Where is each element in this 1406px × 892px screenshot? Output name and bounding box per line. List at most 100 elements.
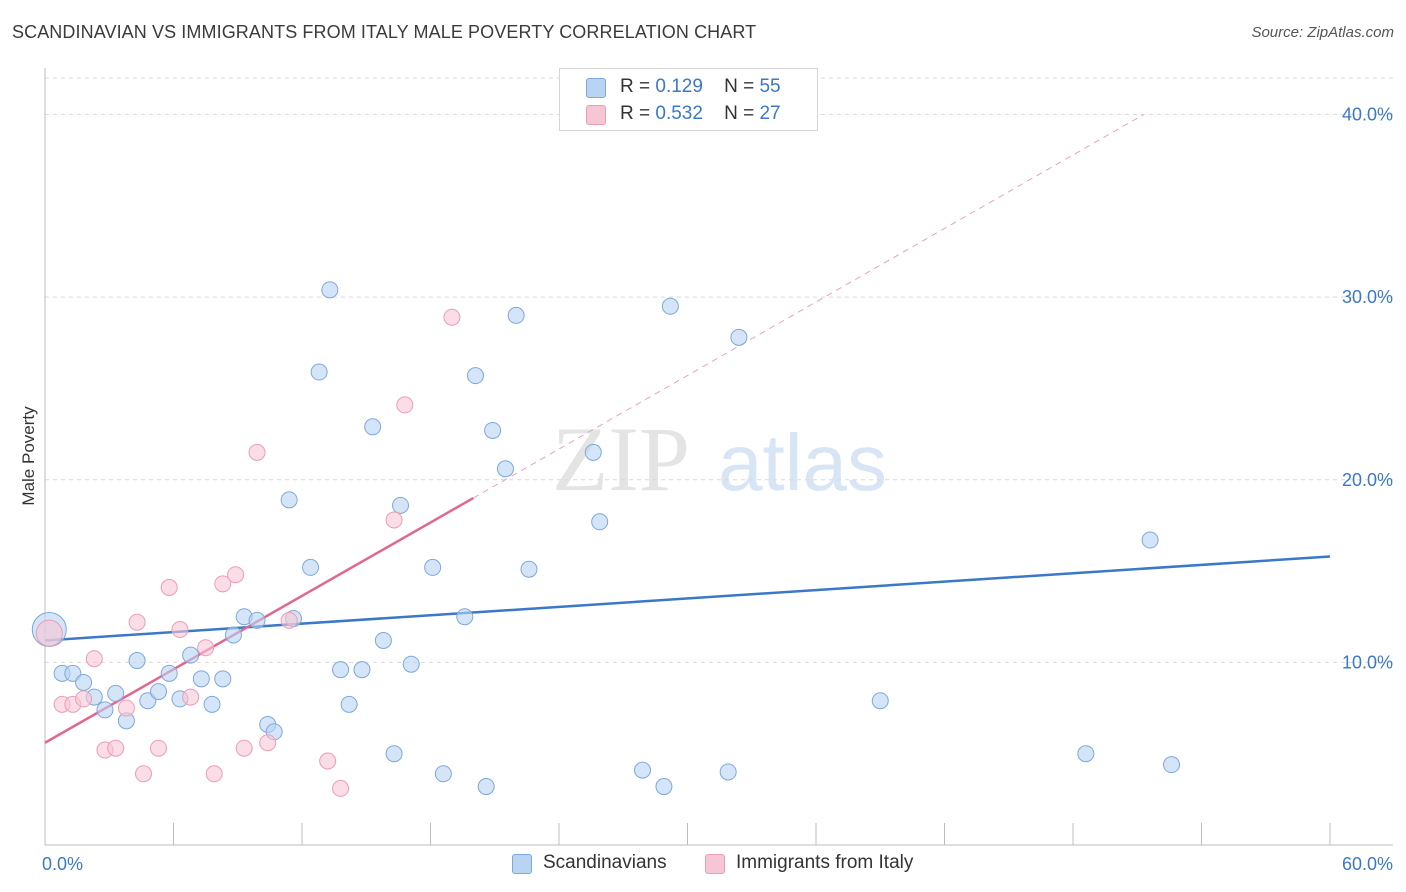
legend-r-value: 0.129	[655, 76, 703, 97]
point-scandinavians	[402, 655, 420, 673]
point-italy	[171, 621, 189, 639]
point-scandinavians	[392, 496, 410, 514]
point-italy	[385, 511, 403, 529]
chart-title: SCANDINAVIAN VS IMMIGRANTS FROM ITALY MA…	[12, 22, 757, 42]
point-italy	[214, 575, 232, 593]
bottom-legend-label: Scandinavians	[543, 852, 667, 873]
point-italy	[235, 739, 253, 757]
point-italy	[128, 613, 146, 631]
point-scandinavians	[353, 661, 371, 679]
point-scandinavians	[332, 661, 350, 679]
point-scandinavians	[182, 646, 200, 664]
y-tick-label: 20.0%	[1342, 470, 1393, 490]
legend-r-label: R =	[620, 103, 651, 124]
point-scandinavians	[310, 363, 328, 381]
point-italy	[197, 639, 215, 657]
point-scandinavians	[477, 778, 495, 796]
legend-n-label: N =	[724, 76, 755, 97]
point-scandinavians	[214, 670, 232, 688]
bottom-legend-label: Immigrants from Italy	[736, 852, 914, 873]
point-scandinavians	[466, 367, 484, 385]
point-scandinavians	[719, 763, 737, 781]
point-italy	[443, 308, 461, 326]
point-scandinavians	[302, 558, 320, 576]
correlation-legend: R = 0.129 N = 55 R = 0.532 N = 27	[559, 68, 818, 131]
point-italy	[205, 765, 223, 783]
point-italy	[227, 566, 245, 584]
point-scandinavians	[150, 683, 168, 701]
watermark-zip: ZIP	[552, 408, 690, 510]
point-scandinavians	[496, 460, 514, 478]
point-scandinavians	[224, 626, 242, 644]
legend-n-value: 55	[759, 76, 781, 97]
point-scandinavians	[321, 281, 339, 299]
point-scandinavians	[730, 328, 748, 346]
y-tick-label: 10.0%	[1342, 652, 1393, 672]
point-scandinavians	[1163, 756, 1181, 774]
point-scandinavians	[484, 421, 502, 439]
gridlines	[45, 77, 1393, 663]
point-scandinavians	[1077, 745, 1095, 763]
point-scandinavians	[385, 745, 403, 763]
point-scandinavians	[661, 297, 679, 315]
point-italy	[107, 739, 125, 757]
point-italy	[396, 396, 414, 414]
trend-line-italy-extrapolated	[473, 114, 1144, 499]
point-scandinavians	[591, 513, 609, 531]
watermark: ZIP atlas	[552, 408, 887, 510]
x-tick-label-min: 0.0%	[42, 854, 83, 874]
point-scandinavians	[192, 670, 210, 688]
data-points	[31, 281, 1181, 797]
point-scandinavians	[871, 692, 889, 710]
point-italy	[332, 779, 350, 797]
point-italy	[35, 619, 63, 647]
y-tick-label: 40.0%	[1342, 105, 1393, 125]
point-italy	[280, 611, 298, 629]
point-scandinavians	[203, 695, 221, 713]
legend-swatch-pink	[586, 105, 606, 125]
point-scandinavians	[364, 418, 382, 436]
point-scandinavians	[434, 765, 452, 783]
point-scandinavians	[96, 701, 114, 719]
legend-swatch-blue	[586, 78, 606, 98]
point-scandinavians	[160, 664, 178, 682]
point-italy	[259, 734, 277, 752]
point-scandinavians	[248, 611, 266, 629]
bottom-legend-swatch-blue	[512, 854, 532, 874]
point-scandinavians	[456, 608, 474, 626]
point-scandinavians	[280, 491, 298, 509]
point-italy	[150, 739, 168, 757]
axes	[44, 68, 1393, 846]
point-scandinavians	[584, 443, 602, 461]
watermark-atlas: atlas	[718, 418, 887, 507]
point-scandinavians	[1141, 531, 1159, 549]
legend-r-value: 0.532	[655, 103, 703, 124]
point-scandinavians	[374, 631, 392, 649]
bottom-legend-swatch-pink	[705, 854, 725, 874]
point-italy	[248, 443, 266, 461]
point-italy	[319, 752, 337, 770]
point-italy	[117, 699, 135, 717]
point-scandinavians	[340, 695, 358, 713]
point-scandinavians	[128, 652, 146, 670]
legend-n-label: N =	[724, 103, 755, 124]
source-credit: Source: ZipAtlas.com	[1251, 24, 1394, 41]
point-scandinavians	[424, 558, 442, 576]
point-scandinavians	[520, 560, 538, 578]
y-tick-label: 30.0%	[1342, 287, 1393, 307]
point-italy	[75, 690, 93, 708]
point-italy	[85, 650, 103, 668]
point-italy	[182, 688, 200, 706]
point-scandinavians	[507, 306, 525, 324]
legend-r-label: R =	[620, 76, 651, 97]
point-scandinavians	[634, 761, 652, 779]
y-axis-label: Male Poverty	[19, 406, 38, 506]
x-tick-label-max: 60.0%	[1342, 854, 1393, 874]
point-italy	[135, 765, 153, 783]
legend-n-value: 27	[759, 103, 781, 124]
point-scandinavians	[655, 778, 673, 796]
point-scandinavians	[107, 684, 125, 702]
point-scandinavians	[75, 673, 93, 691]
y-tick-labels: 10.0% 20.0% 30.0% 40.0%	[1342, 105, 1393, 673]
